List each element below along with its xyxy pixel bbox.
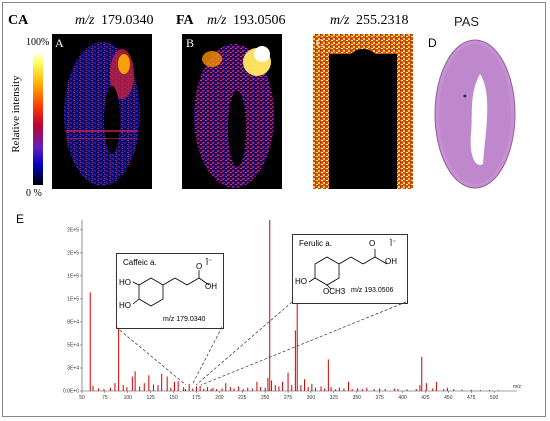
ferulic-bracket-icon: ⌉⁻ bbox=[389, 238, 397, 247]
colorbar-top-label: 100% bbox=[26, 37, 50, 48]
label-pas: PAS bbox=[454, 14, 480, 29]
panel-d-letter: D bbox=[428, 36, 437, 50]
x-axis: 50 75 100 125 150 175 200 225 250 275 300 325 350 375… bbox=[79, 390, 517, 401]
panel-d-histology bbox=[434, 39, 516, 189]
x-tick-label: 375 bbox=[375, 395, 384, 401]
mz2-prefix: m/z bbox=[207, 13, 227, 28]
caffeic-structure-icon bbox=[132, 270, 210, 307]
panel-c-heatmap bbox=[313, 34, 413, 189]
x-tick-label: 475 bbox=[467, 395, 476, 401]
x-tick-label: 75 bbox=[102, 395, 108, 401]
colorbar-axis-label: Relative intensity bbox=[10, 75, 22, 153]
x-tick-label: 150 bbox=[169, 395, 178, 401]
x-tick-label: 275 bbox=[284, 395, 293, 401]
caffeic-ho-top: HO bbox=[119, 278, 131, 287]
ferulic-mz: m/z 193.0506 bbox=[351, 287, 394, 294]
x-tick-label: 350 bbox=[353, 395, 362, 401]
y-tick-label: 0.0E+0 bbox=[63, 389, 79, 395]
spectrum-chart: 0.0E+0 3E+4 5E+4 8E+4 1E+5 1E+5 2E+5 2E+5 50 75 1… bbox=[63, 220, 522, 401]
panel-e-letter: E bbox=[16, 212, 25, 226]
x-axis-label: m/z bbox=[513, 384, 522, 390]
y-tick-label: 3E+4 bbox=[67, 365, 79, 371]
x-tick-label: 250 bbox=[261, 395, 270, 401]
mz1-value: 179.0340 bbox=[101, 13, 154, 28]
panel-a-image bbox=[52, 34, 152, 189]
caffeic-oh: OH bbox=[205, 282, 217, 291]
x-tick-label: 450 bbox=[444, 395, 453, 401]
caffeic-ho-bottom: HO bbox=[119, 301, 131, 310]
mz1-prefix: m/z bbox=[75, 13, 95, 28]
panel-a-heatmap bbox=[64, 42, 140, 186]
caffeic-name: Caffeic a. bbox=[123, 258, 157, 267]
caffeic-o: O bbox=[196, 262, 203, 271]
x-tick-label: 125 bbox=[147, 395, 156, 401]
x-tick-label: 50 bbox=[79, 395, 85, 401]
y-tick-label: 5E+4 bbox=[67, 342, 79, 348]
x-tick-label: 500 bbox=[490, 395, 499, 401]
x-tick-label: 175 bbox=[192, 395, 201, 401]
x-tick-label: 200 bbox=[215, 395, 224, 401]
ferulic-oh: OH bbox=[385, 257, 397, 266]
ferulic-ho: HO bbox=[295, 277, 307, 286]
mz3-prefix: m/z bbox=[330, 13, 350, 28]
x-tick-label: 300 bbox=[307, 395, 316, 401]
x-tick-label: 425 bbox=[421, 395, 430, 401]
y-tick-label: 1E+5 bbox=[67, 296, 79, 302]
ferulic-inset: Ferulic a. ⌉⁻ O OH HO OCH3 m/z 193.0506 bbox=[292, 234, 408, 304]
panel-c-image bbox=[313, 34, 413, 189]
panel-b-heatmap bbox=[194, 44, 274, 188]
mz3-value: 255.2318 bbox=[356, 13, 409, 28]
mz2-value: 193.0506 bbox=[233, 13, 286, 28]
ferulic-o: O bbox=[369, 239, 376, 248]
colorbar bbox=[33, 52, 43, 185]
y-axis: 0.0E+0 3E+4 5E+4 8E+4 1E+5 1E+5 2E+5 2E+5 bbox=[63, 220, 83, 395]
ferulic-structure-icon bbox=[308, 249, 388, 289]
x-tick-label: 225 bbox=[238, 395, 247, 401]
caffeic-mz: m/z 179.0340 bbox=[163, 316, 206, 323]
caffeic-bracket-icon: ⌉⁻ bbox=[205, 257, 213, 266]
y-tick-label: 2E+5 bbox=[67, 227, 79, 233]
colorbar-bottom-label: 0 % bbox=[26, 188, 42, 199]
x-tick-label: 325 bbox=[330, 395, 339, 401]
x-tick-label: 400 bbox=[398, 395, 407, 401]
colorbar-axis-wrap: Relative intensity bbox=[10, 50, 22, 180]
label-fa: FA bbox=[176, 13, 194, 28]
ferulic-och3: OCH3 bbox=[323, 287, 346, 296]
y-tick-label: 2E+5 bbox=[67, 250, 79, 256]
y-tick-label: 1E+5 bbox=[67, 273, 79, 279]
panel-b-image bbox=[182, 34, 282, 189]
panel-d-image bbox=[425, 34, 525, 189]
figure-frame bbox=[2, 2, 546, 417]
panel-c-letter: C bbox=[316, 36, 325, 50]
panel-b-letter: B bbox=[186, 36, 195, 50]
panel-a-letter: A bbox=[55, 36, 64, 50]
caffeic-inset: Caffeic a. ⌉⁻ HO HO O OH m/z 179.0340 bbox=[116, 253, 224, 329]
y-tick-label: 8E+4 bbox=[67, 319, 79, 325]
ferulic-name: Ferulic a. bbox=[299, 239, 332, 248]
label-ca: CA bbox=[8, 13, 29, 28]
x-tick-label: 100 bbox=[124, 395, 133, 401]
